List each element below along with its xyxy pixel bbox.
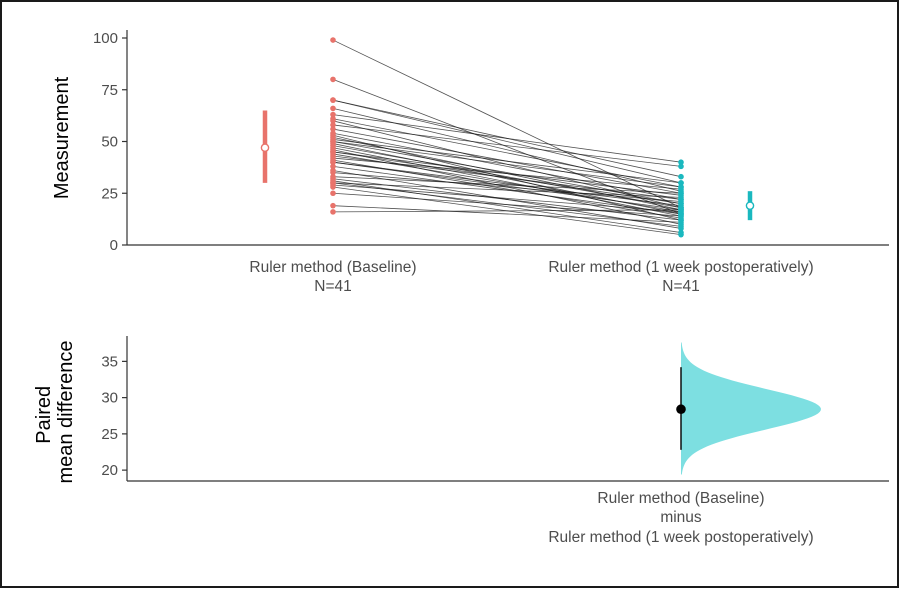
delta-label-line-2: minus xyxy=(660,509,702,526)
postop-point xyxy=(678,195,684,201)
baseline-point xyxy=(330,203,336,209)
postop-point xyxy=(678,174,684,180)
paired-line xyxy=(333,79,681,214)
paired-line xyxy=(333,148,681,216)
delta-label-line-3: Ruler method (1 week postoperatively) xyxy=(548,529,813,546)
baseline-point xyxy=(330,184,336,190)
paired-line xyxy=(333,193,681,216)
postop-point xyxy=(678,219,684,225)
group-n-baseline: N=41 xyxy=(314,278,352,295)
bottom-y-axis-title: Paired mean difference xyxy=(33,340,77,483)
top-y-tick-label: 25 xyxy=(101,185,118,202)
mean-difference-point xyxy=(676,404,686,414)
bottom-y-tick-label: 25 xyxy=(101,426,118,443)
paired-line xyxy=(333,142,681,188)
postop-point xyxy=(678,213,684,219)
baseline-point xyxy=(330,106,336,112)
bottom-y-tick-label: 20 xyxy=(101,462,118,479)
postop-mean-marker xyxy=(746,202,753,209)
postop-point xyxy=(678,232,684,238)
baseline-point xyxy=(330,97,336,103)
baseline-point xyxy=(330,190,336,196)
top-y-tick-label: 50 xyxy=(101,134,118,151)
bottom-y-tick-label: 30 xyxy=(101,390,118,407)
baseline-point xyxy=(330,77,336,83)
bootstrap-distribution xyxy=(681,343,821,475)
delta-label-line-1: Ruler method (Baseline) xyxy=(597,490,764,507)
postop-point xyxy=(678,207,684,213)
paired-line xyxy=(333,210,681,212)
paired-line xyxy=(333,100,681,183)
top-y-tick-label: 100 xyxy=(93,30,118,47)
paired-line xyxy=(333,162,681,210)
postop-point xyxy=(678,164,684,170)
top-y-tick-label: 0 xyxy=(110,237,118,254)
baseline-point xyxy=(330,209,336,215)
baseline-point xyxy=(330,37,336,43)
mean-difference-panel: 20 25 30 35 Ruler method (Baseline) minus R… xyxy=(33,336,889,546)
group-label-baseline: Ruler method (Baseline) xyxy=(249,259,416,276)
top-y-axis-title: Measurement xyxy=(51,76,73,199)
bottom-y-tick-label: 35 xyxy=(101,353,118,370)
group-n-postop: N=41 xyxy=(662,278,700,295)
group-label-postop: Ruler method (1 week postoperatively) xyxy=(548,259,813,276)
top-y-tick-label: 75 xyxy=(101,82,118,99)
baseline-mean-marker xyxy=(261,144,268,151)
